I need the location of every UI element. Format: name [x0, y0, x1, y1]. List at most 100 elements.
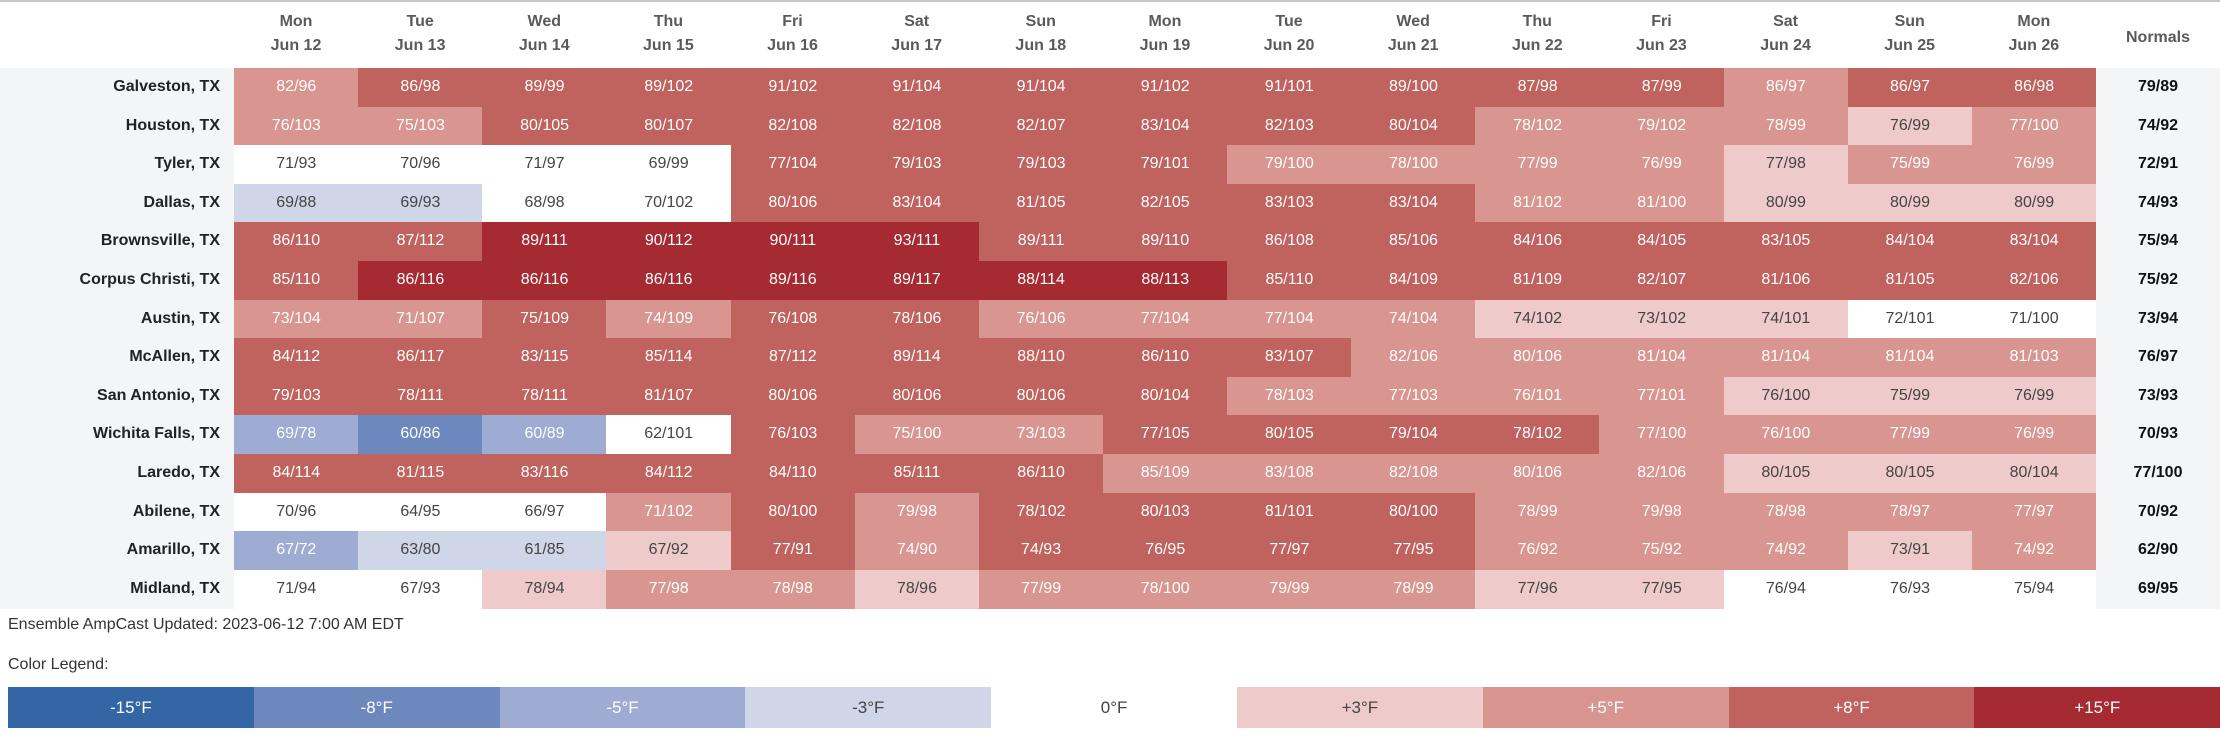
heatmap-cell: 79/101 — [1102, 145, 1228, 185]
column-date: Jun 16 — [767, 37, 818, 54]
normal-value: 73/93 — [2096, 376, 2220, 416]
heatmap-cell: 89/111 — [482, 222, 607, 262]
heatmap-cell: 89/110 — [1102, 222, 1228, 262]
column-day: Mon — [279, 13, 313, 30]
heatmap-cell: 80/106 — [1475, 338, 1600, 378]
legend-swatch: -5°F — [499, 687, 746, 728]
heatmap-cell: 86/116 — [358, 261, 483, 301]
heatmap-cell: 67/72 — [234, 531, 359, 571]
heatmap-cell: 74/102 — [1475, 299, 1600, 339]
heatmap-cell: 84/110 — [730, 454, 856, 494]
heatmap-cell: 78/99 — [1475, 492, 1600, 532]
heatmap-cell: 87/112 — [730, 338, 856, 378]
heatmap-cell: 77/95 — [1351, 531, 1476, 571]
heatmap-cell: 89/100 — [1351, 68, 1476, 108]
heatmap-cell: 82/107 — [978, 106, 1104, 146]
heatmap-cell: 78/102 — [978, 492, 1104, 532]
heatmap-cell: 89/102 — [606, 68, 731, 108]
heatmap-cell: 83/108 — [1227, 454, 1352, 494]
heatmap-cell: 77/104 — [1102, 299, 1228, 339]
heatmap-cell: 74/104 — [1351, 299, 1476, 339]
heatmap-cell: 83/104 — [854, 183, 980, 223]
row-label-city: Houston, TX — [0, 106, 234, 146]
heatmap-cell: 88/110 — [978, 338, 1104, 378]
heatmap-cell: 89/99 — [482, 68, 607, 108]
column-day: Sun — [1894, 13, 1925, 30]
heatmap-cell: 81/105 — [978, 183, 1104, 223]
column-header: Fri Jun 16 — [731, 10, 855, 66]
normal-value: 75/92 — [2096, 261, 2220, 301]
column-header: Mon Jun 26 — [1972, 10, 2096, 66]
column-date: Jun 14 — [518, 37, 570, 54]
heatmap-cell: 68/98 — [482, 183, 607, 223]
heatmap-cell: 75/99 — [1847, 145, 1973, 185]
heatmap-cell: 75/99 — [1847, 376, 1973, 416]
heatmap-cell: 85/106 — [1351, 222, 1476, 262]
heatmap-cell: 86/108 — [1227, 222, 1352, 262]
column-header: Mon Jun 19 — [1103, 10, 1227, 66]
column-header: Tue Jun 13 — [358, 10, 482, 66]
heatmap-cell: 84/104 — [1847, 222, 1973, 262]
heatmap-cell: 81/106 — [1723, 261, 1849, 301]
heatmap-cell: 64/95 — [358, 492, 483, 532]
heatmap-cell: 73/104 — [234, 299, 359, 339]
heatmap-cell: 77/98 — [606, 569, 731, 609]
heatmap-cell: 79/103 — [978, 145, 1104, 185]
heatmap-cell: 80/99 — [1847, 183, 1973, 223]
heatmap-cell: 86/116 — [606, 261, 731, 301]
heatmap-cell: 79/104 — [1351, 415, 1476, 455]
heatmap-cell: 89/117 — [854, 261, 980, 301]
heatmap-cell: 85/110 — [1227, 261, 1352, 301]
heatmap-cell: 89/114 — [854, 338, 980, 378]
heatmap-cell: 89/111 — [978, 222, 1104, 262]
heatmap-cell: 66/97 — [482, 492, 607, 532]
heatmap-cell: 77/104 — [730, 145, 856, 185]
normal-value: 76/97 — [2096, 338, 2220, 378]
column-header: Tue Jun 20 — [1227, 10, 1351, 66]
heatmap-cell: 74/109 — [606, 299, 731, 339]
row-label-city: Amarillo, TX — [0, 531, 234, 571]
heatmap-cell: 67/93 — [358, 569, 483, 609]
column-day: Fri — [1651, 13, 1672, 30]
normal-value: 74/93 — [2096, 183, 2220, 223]
heatmap-cell: 82/106 — [1599, 454, 1725, 494]
heatmap-cell: 76/100 — [1723, 376, 1849, 416]
heatmap-cell: 86/117 — [358, 338, 483, 378]
row-label-city: Dallas, TX — [0, 183, 234, 223]
heatmap-cell: 79/103 — [234, 376, 359, 416]
heatmap-cell: 81/102 — [1475, 183, 1600, 223]
heatmap-cell: 77/97 — [1227, 531, 1352, 571]
heatmap-cell: 75/94 — [1971, 569, 2097, 609]
heatmap-cell: 86/110 — [1102, 338, 1228, 378]
column-day: Tue — [406, 13, 434, 30]
heatmap-cell: 74/92 — [1723, 531, 1849, 571]
heatmap-cell: 86/110 — [234, 222, 359, 262]
heatmap-cell: 86/98 — [1971, 68, 2097, 108]
column-header: Sun Jun 25 — [1848, 10, 1972, 66]
legend-swatch: -8°F — [253, 687, 500, 728]
column-day: Sat — [1773, 13, 1798, 30]
heatmap-cell: 74/92 — [1971, 531, 2097, 571]
row-label-city: Corpus Christi, TX — [0, 261, 234, 301]
heatmap-cell: 80/99 — [1723, 183, 1849, 223]
heatmap-cell: 77/97 — [1971, 492, 2097, 532]
column-header: Thu Jun 22 — [1475, 10, 1599, 66]
heatmap-cell: 72/101 — [1847, 299, 1973, 339]
heatmap-cell: 77/105 — [1102, 415, 1228, 455]
heatmap-cell: 85/110 — [234, 261, 359, 301]
heatmap-cell: 81/104 — [1599, 338, 1725, 378]
heatmap-cell: 89/116 — [730, 261, 856, 301]
column-header: Sun Jun 18 — [979, 10, 1103, 66]
heatmap-cell: 82/96 — [234, 68, 359, 108]
column-day: Sun — [1025, 13, 1056, 30]
heatmap-cell: 84/114 — [234, 454, 359, 494]
heatmap-cell: 61/85 — [482, 531, 607, 571]
heatmap-cell: 76/101 — [1475, 376, 1600, 416]
heatmap-cell: 81/103 — [1971, 338, 2097, 378]
heatmap-cell: 69/99 — [606, 145, 731, 185]
updated-text: Ensemble AmpCast Updated: 2023-06-12 7:0… — [8, 616, 404, 633]
normals-header: Normals — [2125, 29, 2191, 46]
column-header: Sat Jun 17 — [855, 10, 979, 66]
heatmap-cell: 91/102 — [730, 68, 856, 108]
heatmap-cell: 69/78 — [234, 415, 359, 455]
